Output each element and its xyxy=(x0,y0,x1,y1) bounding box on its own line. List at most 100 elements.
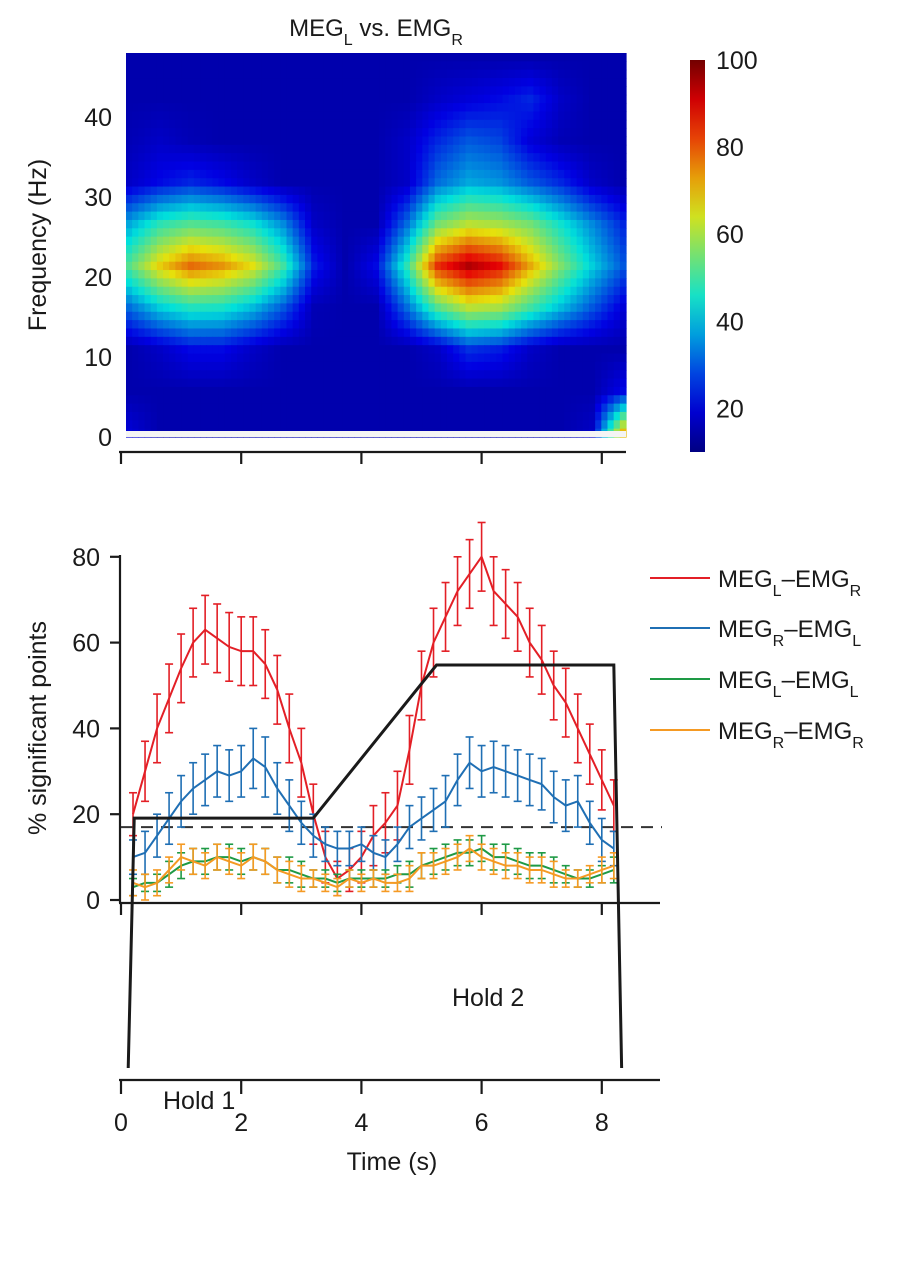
heatmap-cell xyxy=(323,420,331,430)
heatmap-cell xyxy=(551,78,559,87)
heatmap-cell xyxy=(342,136,349,146)
heatmap-cell xyxy=(261,61,269,71)
heatmap-cell xyxy=(508,203,516,213)
heatmap-cell xyxy=(496,353,504,363)
heatmap-cell xyxy=(409,295,417,305)
heatmap-cell xyxy=(132,286,139,296)
heatmap-cell xyxy=(126,111,133,121)
heatmap-cell xyxy=(570,228,578,238)
heatmap-cell xyxy=(607,270,615,279)
heatmap-cell xyxy=(484,270,491,279)
heatmap-cell xyxy=(144,103,152,113)
heatmap-cell xyxy=(372,144,380,154)
heatmap-cell xyxy=(280,286,288,296)
heatmap-cell xyxy=(255,194,263,204)
heatmap-cell xyxy=(280,61,288,71)
heatmap-cell xyxy=(403,378,411,388)
heatmap-cell xyxy=(409,411,417,421)
heatmap-cell xyxy=(558,270,565,279)
heatmap-cell xyxy=(243,53,251,62)
heatmap-cell xyxy=(163,278,170,288)
heatmap-cell xyxy=(237,178,244,188)
heatmap-cell xyxy=(477,245,485,254)
heatmap-cell xyxy=(323,245,331,254)
heatmap-cell xyxy=(156,103,164,113)
heatmap-cell xyxy=(409,236,417,246)
heatmap-cell xyxy=(514,128,522,138)
heatmap-cell xyxy=(144,119,152,129)
heatmap-cell xyxy=(132,320,139,330)
heatmap-cell xyxy=(267,211,275,221)
heatmap-cell xyxy=(286,228,294,238)
heatmap-cell xyxy=(440,203,448,213)
heatmap-cell xyxy=(169,261,176,271)
heatmap-cell xyxy=(163,345,170,355)
heatmap-cell xyxy=(446,361,454,371)
heatmap-cell xyxy=(607,395,615,405)
heatmap-cell xyxy=(335,386,343,396)
heatmap-cell xyxy=(169,411,176,421)
heatmap-cell xyxy=(274,94,281,104)
heatmap-cell xyxy=(317,178,325,188)
heatmap-cell xyxy=(453,103,460,113)
heatmap-cell xyxy=(595,378,602,388)
heatmap-cell xyxy=(521,219,528,229)
heatmap-cell xyxy=(446,370,454,380)
heatmap-cell xyxy=(243,395,251,405)
heatmap-cell xyxy=(366,328,374,338)
heatmap-cell xyxy=(348,253,355,263)
heatmap-cell xyxy=(539,78,547,87)
heatmap-cell xyxy=(181,78,189,87)
heatmap-cell xyxy=(206,245,214,254)
heatmap-cell xyxy=(471,178,479,188)
heatmap-cell xyxy=(261,395,269,405)
heatmap-cell xyxy=(230,411,238,421)
heatmap-cell xyxy=(348,53,355,62)
heatmap-cell xyxy=(409,386,417,396)
colorbar-tick-label: 40 xyxy=(716,308,744,336)
heatmap-cell xyxy=(317,211,325,221)
heatmap-cell xyxy=(403,153,411,163)
heatmap-cell xyxy=(521,186,528,196)
heatmap-cell xyxy=(342,420,349,430)
heatmap-cell xyxy=(570,261,578,271)
heatmap-cell xyxy=(533,153,541,163)
heatmap-cell xyxy=(193,128,201,138)
heatmap-cell xyxy=(150,303,158,313)
heatmap-cell xyxy=(545,336,553,346)
heatmap-cell xyxy=(453,219,460,229)
heatmap-cell xyxy=(502,169,510,179)
heatmap-cell xyxy=(335,395,343,405)
heatmap-cell xyxy=(514,320,522,330)
heatmap-cell xyxy=(150,245,158,254)
heatmap-cell xyxy=(385,86,393,96)
heatmap-cell xyxy=(126,144,133,154)
heatmap-cell xyxy=(514,103,522,113)
colorbar-tick-label: 60 xyxy=(716,221,744,249)
heatmap-cell xyxy=(508,378,516,388)
heatmap-cell xyxy=(261,253,269,263)
heatmap-cell xyxy=(372,420,380,430)
heatmap-cell xyxy=(391,253,399,263)
heatmap-cell xyxy=(286,395,294,405)
heatmap-cell xyxy=(514,370,522,380)
heatmap-cell xyxy=(471,94,479,104)
heatmap-cell xyxy=(261,403,269,413)
heatmap-cell xyxy=(230,111,238,121)
heatmap-cell xyxy=(335,295,343,305)
heatmap-cell xyxy=(440,303,448,313)
heatmap-cell xyxy=(181,253,189,263)
heatmap-cell xyxy=(477,311,485,321)
heatmap-cell xyxy=(280,245,288,254)
heatmap-cell xyxy=(348,203,355,213)
heatmap-cell xyxy=(163,194,170,204)
heatmap-cell xyxy=(261,194,269,204)
heatmap-cell xyxy=(453,253,460,263)
heatmap-cell xyxy=(255,211,263,221)
heatmap-cell xyxy=(348,295,355,305)
heatmap-cell xyxy=(267,236,275,246)
heatmap-cell xyxy=(477,69,485,79)
heatmap-cell xyxy=(391,219,399,229)
heatmap-cell xyxy=(348,111,355,121)
